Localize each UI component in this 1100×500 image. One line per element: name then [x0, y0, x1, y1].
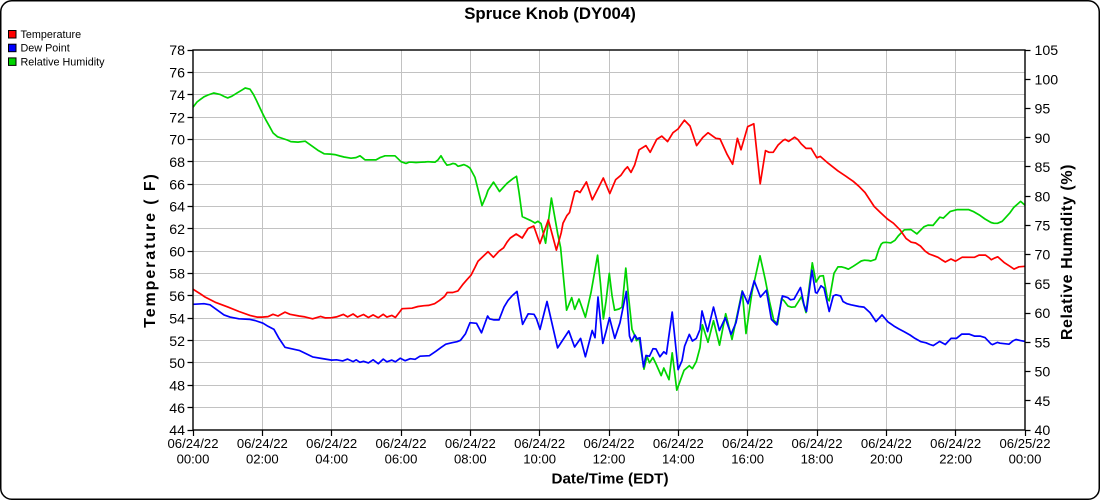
svg-text:12:00: 12:00: [593, 451, 626, 466]
svg-text:60: 60: [169, 244, 185, 260]
svg-text:76: 76: [169, 66, 185, 82]
svg-text:44: 44: [169, 423, 185, 439]
svg-text:18:00: 18:00: [801, 451, 834, 466]
svg-text:95: 95: [1035, 102, 1051, 118]
svg-text:40: 40: [1035, 423, 1051, 439]
svg-text:Temperature: Temperature: [21, 29, 82, 41]
svg-text:16:00: 16:00: [731, 451, 764, 466]
svg-text:45: 45: [1035, 394, 1051, 410]
svg-text:02:00: 02:00: [246, 451, 279, 466]
svg-text:70: 70: [169, 133, 185, 149]
svg-text:58: 58: [169, 267, 185, 283]
svg-text:20:00: 20:00: [870, 451, 903, 466]
svg-text:06/25/22: 06/25/22: [1000, 436, 1051, 451]
svg-text:78: 78: [169, 43, 185, 59]
svg-text:62: 62: [169, 222, 185, 238]
svg-text:06/24/22: 06/24/22: [861, 436, 912, 451]
svg-text:06:00: 06:00: [385, 451, 418, 466]
svg-text:52: 52: [169, 334, 185, 350]
svg-text:Dew Point: Dew Point: [21, 43, 70, 55]
svg-text:22:00: 22:00: [939, 451, 972, 466]
svg-text:64: 64: [169, 200, 185, 216]
svg-text:46: 46: [169, 401, 185, 417]
svg-text:08:00: 08:00: [454, 451, 487, 466]
svg-text:55: 55: [1035, 335, 1051, 351]
svg-text:06/24/22: 06/24/22: [376, 436, 427, 451]
svg-text:54: 54: [169, 311, 185, 327]
svg-text:04:00: 04:00: [315, 451, 348, 466]
svg-text:Relative Humidity (%): Relative Humidity (%): [1059, 164, 1076, 340]
svg-text:65: 65: [1035, 277, 1051, 293]
svg-text:85: 85: [1035, 160, 1051, 176]
svg-text:68: 68: [169, 155, 185, 171]
svg-text:06/24/22: 06/24/22: [514, 436, 565, 451]
svg-text:48: 48: [169, 378, 185, 394]
svg-text:14:00: 14:00: [662, 451, 695, 466]
svg-text:56: 56: [169, 289, 185, 305]
svg-text:Temperature ( F): Temperature ( F): [142, 172, 159, 327]
svg-text:00:00: 00:00: [177, 451, 210, 466]
svg-text:70: 70: [1035, 248, 1051, 264]
svg-text:00:00: 00:00: [1009, 451, 1042, 466]
svg-text:50: 50: [169, 356, 185, 372]
svg-text:Spruce Knob (DY004): Spruce Knob (DY004): [464, 4, 636, 23]
svg-text:90: 90: [1035, 131, 1051, 147]
svg-text:72: 72: [169, 110, 185, 126]
svg-text:80: 80: [1035, 189, 1051, 205]
svg-text:Relative Humidity: Relative Humidity: [21, 56, 106, 68]
svg-text:06/24/22: 06/24/22: [168, 436, 219, 451]
svg-text:06/24/22: 06/24/22: [445, 436, 496, 451]
svg-text:75: 75: [1035, 218, 1051, 234]
svg-text:06/24/22: 06/24/22: [584, 436, 635, 451]
svg-text:105: 105: [1035, 43, 1059, 59]
svg-text:60: 60: [1035, 306, 1051, 322]
svg-text:06/24/22: 06/24/22: [792, 436, 843, 451]
svg-text:06/24/22: 06/24/22: [306, 436, 357, 451]
svg-text:74: 74: [169, 88, 185, 104]
svg-text:06/24/22: 06/24/22: [722, 436, 773, 451]
svg-text:10:00: 10:00: [523, 451, 556, 466]
svg-text:06/24/22: 06/24/22: [237, 436, 288, 451]
svg-text:50: 50: [1035, 365, 1051, 381]
svg-text:100: 100: [1035, 72, 1059, 88]
svg-text:66: 66: [169, 177, 185, 193]
svg-text:06/24/22: 06/24/22: [653, 436, 704, 451]
svg-text:Date/Time (EDT): Date/Time (EDT): [551, 471, 668, 488]
svg-text:06/24/22: 06/24/22: [930, 436, 981, 451]
